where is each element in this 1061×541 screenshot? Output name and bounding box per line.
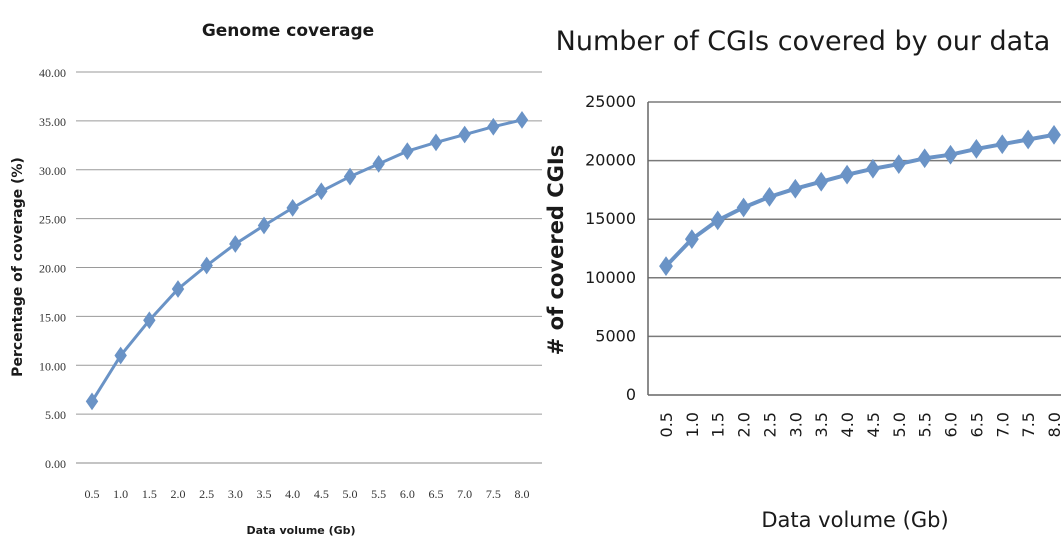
- y-tick-label: 10.00: [39, 359, 66, 373]
- x-tick-label: 4.0: [838, 412, 857, 437]
- x-tick-label: 2.5: [199, 487, 214, 501]
- data-point: [969, 139, 984, 159]
- x-tick-label: 8.0: [1045, 412, 1061, 437]
- x-tick-label: 7.5: [486, 487, 501, 501]
- x-tick-label: 4.5: [314, 487, 329, 501]
- x-axis-label: Data volume (Gb): [761, 508, 948, 532]
- data-point: [1047, 124, 1061, 145]
- y-tick-label: 0: [626, 385, 636, 404]
- x-axis-label: Data volume (Gb): [246, 524, 355, 537]
- x-tick-label: 3.5: [812, 412, 831, 437]
- cgi-coverage-chart: Number of CGIs covered by our data 0 5000…: [544, 26, 1061, 532]
- y-tick-label: 15.00: [39, 310, 66, 324]
- series-points: [85, 111, 529, 411]
- y-tick-label: 25000: [585, 92, 636, 111]
- x-tick-label: 0.5: [85, 487, 100, 501]
- x-tick-label: 2.0: [171, 487, 186, 501]
- data-point: [229, 235, 242, 253]
- x-tick-labels: 0.5 1.0 1.5 2.0 2.5 3.0 3.5 4.0 4.5 5.0 5.5 6.0 6.5 7…: [657, 412, 1061, 437]
- series-points: [659, 124, 1061, 276]
- data-point: [114, 346, 127, 365]
- y-tick-labels: 0 5000 10000 15000 20000 25000: [585, 92, 636, 404]
- data-point: [891, 154, 906, 174]
- chart-title: Number of CGIs covered by our data: [556, 26, 1051, 57]
- y-tick-label: 20000: [585, 151, 636, 170]
- data-point: [788, 178, 803, 199]
- y-axis-label: # of covered CGIs: [544, 145, 568, 356]
- x-tick-label: 1.0: [113, 487, 128, 501]
- x-tick-label: 5.5: [916, 412, 935, 437]
- data-point: [85, 392, 99, 411]
- y-tick-label: 35.00: [39, 115, 66, 129]
- x-tick-label: 3.5: [257, 487, 272, 501]
- data-point: [840, 164, 854, 185]
- genome-coverage-chart: Genome coverage 0.00 5.00 10.00 15.00 20.00 2…: [10, 21, 542, 537]
- data-point: [429, 133, 443, 152]
- x-tick-label: 0.5: [657, 412, 676, 437]
- x-tick-label: 6.0: [942, 412, 961, 437]
- data-point: [401, 142, 414, 161]
- x-tick-label: 8.0: [515, 487, 530, 501]
- y-gridlines: [76, 71, 542, 464]
- data-point: [343, 167, 357, 186]
- x-tick-label: 7.5: [1019, 412, 1038, 437]
- data-point: [372, 155, 385, 173]
- data-point: [736, 197, 751, 218]
- x-tick-label: 2.5: [760, 412, 779, 437]
- y-tick-label: 20.00: [39, 262, 66, 276]
- x-tick-label: 2.0: [735, 412, 754, 437]
- chart-title: Genome coverage: [202, 21, 374, 41]
- data-point: [515, 111, 529, 129]
- x-tick-labels: 0.5 1.0 1.5 2.0 2.5 3.0 3.5 4.0 4.5 5.0 5.5 6.0 6.5 7…: [85, 487, 530, 501]
- x-tick-label: 4.5: [864, 412, 883, 437]
- y-tick-label: 40.00: [39, 66, 66, 80]
- data-point: [917, 148, 932, 169]
- data-point: [315, 182, 328, 201]
- y-tick-label: 15000: [585, 209, 636, 228]
- y-tick-labels: 0.00 5.00 10.00 15.00 20.00 25.00 30.00 35.00 40…: [39, 66, 66, 471]
- data-point: [684, 229, 699, 249]
- y-tick-label: 10000: [585, 268, 636, 287]
- x-tick-label: 1.5: [142, 487, 157, 501]
- data-point: [710, 210, 725, 231]
- x-tick-label: 6.5: [967, 412, 986, 437]
- x-tick-label: 7.0: [457, 487, 472, 501]
- data-point: [814, 171, 829, 192]
- y-tick-label: 25.00: [39, 213, 66, 227]
- x-tick-label: 7.0: [993, 412, 1012, 437]
- y-tick-label: 5000: [595, 326, 636, 345]
- y-axis-label: Percentage of coverage (%): [10, 157, 26, 377]
- data-point: [487, 117, 500, 136]
- y-tick-label: 5.00: [45, 408, 66, 422]
- data-point: [257, 216, 271, 235]
- x-tick-label: 6.0: [400, 487, 415, 501]
- data-point: [762, 187, 777, 207]
- data-point: [458, 125, 471, 144]
- x-tick-label: 5.0: [343, 487, 358, 501]
- data-point: [171, 280, 185, 298]
- x-tick-label: 6.5: [429, 487, 444, 501]
- data-point: [659, 256, 673, 276]
- x-tick-label: 5.0: [890, 412, 909, 437]
- data-point: [866, 158, 880, 179]
- x-tick-label: 1.0: [683, 412, 702, 437]
- data-point: [143, 311, 156, 330]
- data-point: [995, 134, 1010, 155]
- x-tick-label: 1.5: [709, 412, 728, 437]
- data-point: [943, 144, 958, 165]
- data-point: [1021, 129, 1036, 150]
- x-tick-label: 3.0: [228, 487, 243, 501]
- data-point: [286, 199, 299, 217]
- x-tick-label: 5.5: [371, 487, 386, 501]
- x-tick-label: 3.0: [786, 412, 805, 437]
- y-tick-label: 0.00: [45, 457, 66, 471]
- y-tick-label: 30.00: [39, 164, 66, 178]
- series-line: [90, 118, 523, 403]
- data-point: [200, 256, 213, 275]
- series-line: [664, 132, 1055, 268]
- x-tick-label: 4.0: [285, 487, 300, 501]
